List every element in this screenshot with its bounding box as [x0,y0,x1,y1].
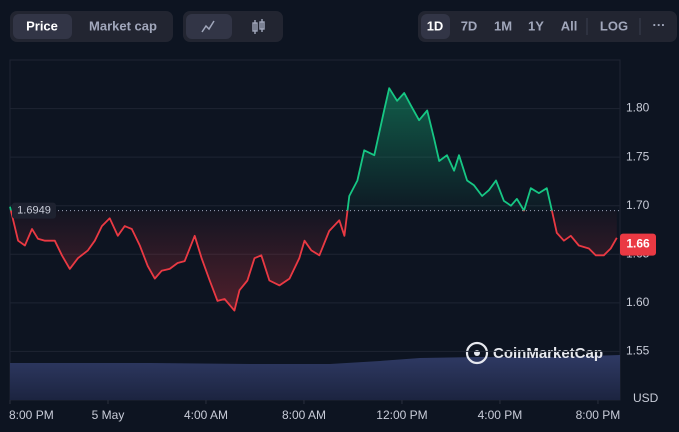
x-tick-label: 4:00 AM [184,408,228,422]
line-chart-button[interactable] [186,14,232,39]
last-price-label: 1.66 [626,237,650,251]
x-tick-label: 8:00 PM [576,408,621,422]
price-label[interactable]: Price [26,18,58,33]
price-area [10,88,617,311]
x-tick-label: 4:00 PM [478,408,523,422]
x-tick-label: 8:00 PM [9,408,54,422]
x-tick-label: 8:00 AM [282,408,326,422]
volume [10,355,620,400]
price-line [9,87,618,312]
y-tick-label: 1.80 [626,101,650,115]
y-tick-label: 1.55 [626,344,650,358]
log-button[interactable]: LOG [600,18,628,33]
watermark: CoinMarketCap [465,341,603,365]
baseline-label: 1.6949 [17,205,51,217]
market-cap-button[interactable]: Market cap [89,18,157,33]
range-button[interactable]: 1Y [528,18,544,33]
baseline-label-box [12,202,56,219]
x-tick-label: 12:00 PM [376,408,427,422]
range-button[interactable]: 1D [427,18,444,33]
range-group [418,11,677,42]
y-tick-label: 1.60 [626,295,650,309]
range-active [421,14,450,39]
last-price-box [620,233,656,256]
watermark-text: CoinMarketCap [493,345,603,362]
candle-icon[interactable] [252,19,265,34]
y-unit: USD [633,391,659,405]
line-icon [201,20,215,33]
price-button[interactable] [13,14,72,39]
range-button[interactable]: 1M [494,18,512,33]
range-button[interactable]: All [561,18,578,33]
y-tick-label: 1.75 [626,149,650,163]
more-button[interactable]: ··· [653,17,666,32]
y-tick-label: 1.70 [626,198,650,212]
x-tick-label: 5 May [92,408,125,422]
range-button[interactable]: 7D [461,18,478,33]
